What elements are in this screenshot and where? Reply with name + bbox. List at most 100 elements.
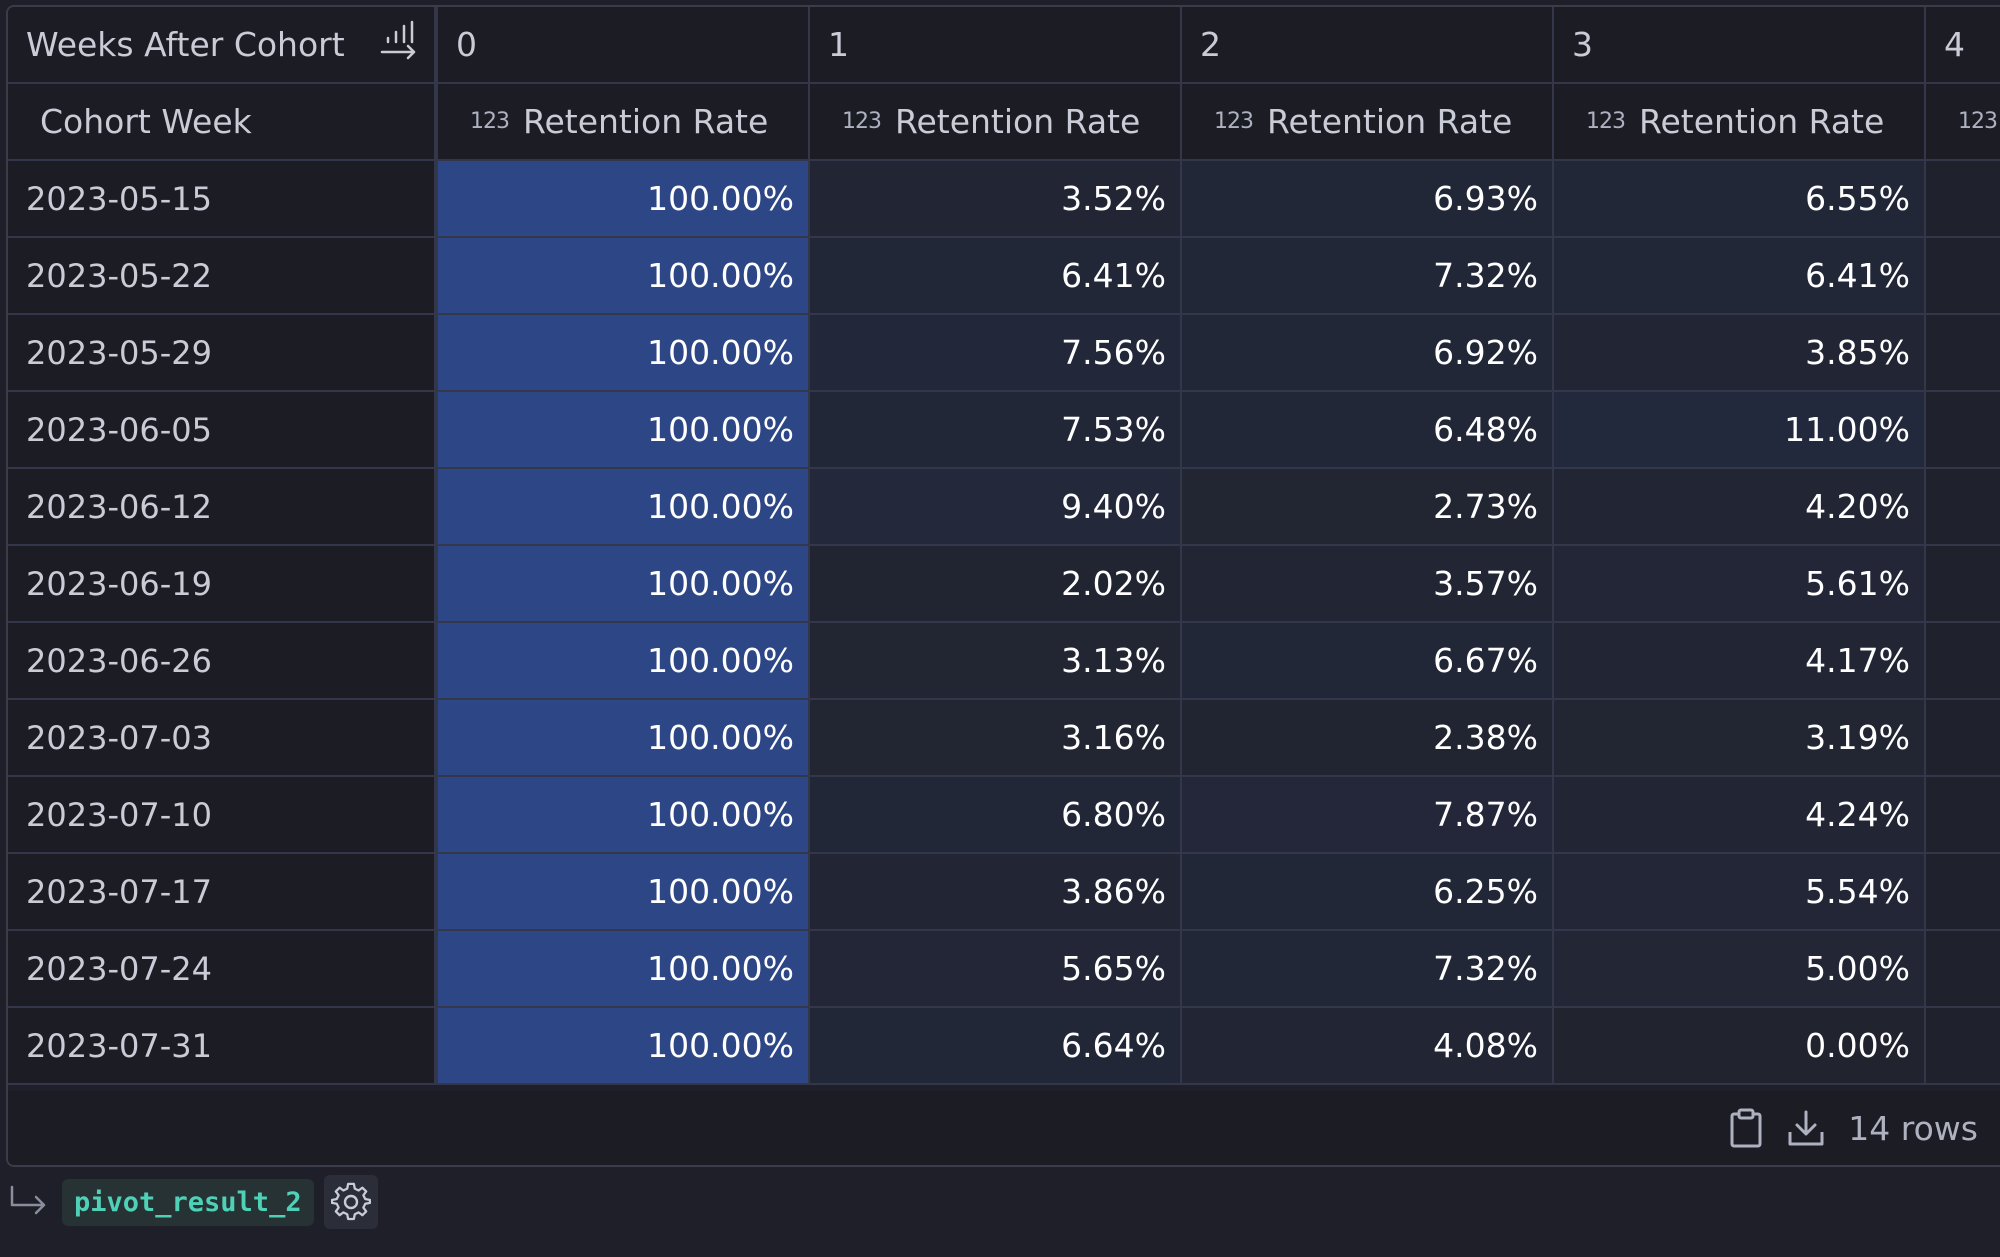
gear-icon (330, 1182, 371, 1221)
retention-cell[interactable]: 6.55% (1554, 161, 1926, 238)
retention-cell[interactable] (1926, 546, 2000, 623)
retention-cell[interactable]: 100.00% (438, 392, 810, 469)
pivot-column-header[interactable]: Weeks After Cohort (8, 7, 438, 84)
retention-cell[interactable]: 9.40% (810, 469, 1182, 546)
retention-cell[interactable] (1926, 931, 2000, 1008)
row-label-cohort: 2023-05-15 (8, 161, 438, 238)
retention-cell[interactable] (1926, 700, 2000, 777)
retention-cell[interactable]: 5.65% (810, 931, 1182, 1008)
retention-cell[interactable]: 6.48% (1182, 392, 1554, 469)
retention-cell[interactable]: 7.56% (810, 315, 1182, 392)
download-icon[interactable] (1786, 1108, 1826, 1148)
retention-cell[interactable]: 100.00% (438, 546, 810, 623)
retention-cell[interactable]: 100.00% (438, 931, 810, 1008)
retention-cell[interactable] (1926, 1008, 2000, 1085)
retention-cell[interactable]: 4.20% (1554, 469, 1926, 546)
measure-header-3[interactable]: 123 Retention Rate (1554, 84, 1926, 161)
table-footer: 14 rows (8, 1091, 2000, 1165)
retention-cell[interactable]: 100.00% (438, 315, 810, 392)
row-label-cohort: 2023-06-26 (8, 623, 438, 700)
pivot-table: Weeks After Cohort 0 1 2 3 4 Cohort Week 123 Ret… (8, 7, 2000, 1085)
retention-cell[interactable] (1926, 238, 2000, 315)
column-header-4[interactable]: 4 (1926, 7, 2000, 84)
retention-cell[interactable]: 5.54% (1554, 854, 1926, 931)
retention-cell[interactable] (1926, 161, 2000, 238)
retention-cell[interactable]: 3.16% (810, 700, 1182, 777)
retention-cell[interactable]: 3.86% (810, 854, 1182, 931)
row-label-cohort: 2023-07-10 (8, 777, 438, 854)
retention-cell[interactable]: 100.00% (438, 777, 810, 854)
retention-cell[interactable]: 100.00% (438, 161, 810, 238)
retention-cell[interactable]: 6.41% (1554, 238, 1926, 315)
retention-cell[interactable]: 5.61% (1554, 546, 1926, 623)
retention-cell[interactable]: 7.32% (1182, 931, 1554, 1008)
row-label-cohort: 2023-06-19 (8, 546, 438, 623)
measure-label: Retention Rate (1639, 102, 1885, 141)
retention-cell[interactable]: 3.19% (1554, 700, 1926, 777)
numeric-type-icon: 123 (470, 109, 510, 134)
retention-cell[interactable]: 4.08% (1182, 1008, 1554, 1085)
retention-cell[interactable]: 6.64% (810, 1008, 1182, 1085)
retention-cell[interactable]: 2.38% (1182, 700, 1554, 777)
numeric-type-icon: 123 (1586, 109, 1626, 134)
retention-cell[interactable]: 7.53% (810, 392, 1182, 469)
retention-cell[interactable]: 11.00% (1554, 392, 1926, 469)
settings-button[interactable] (323, 1175, 378, 1229)
retention-cell[interactable]: 100.00% (438, 238, 810, 315)
retention-cell[interactable]: 0.00% (1554, 1008, 1926, 1085)
row-label-cohort: 2023-07-17 (8, 854, 438, 931)
output-bar: pivot_result_2 (8, 1174, 378, 1230)
retention-cell[interactable]: 2.73% (1182, 469, 1554, 546)
row-label-cohort: 2023-06-05 (8, 392, 438, 469)
retention-cell[interactable] (1926, 392, 2000, 469)
pivot-sort-icon[interactable] (380, 20, 420, 70)
retention-cell[interactable]: 7.32% (1182, 238, 1554, 315)
retention-cell[interactable]: 3.85% (1554, 315, 1926, 392)
output-variable-name[interactable]: pivot_result_2 (62, 1178, 314, 1226)
retention-cell[interactable]: 6.92% (1182, 315, 1554, 392)
clipboard-icon[interactable] (1728, 1108, 1764, 1148)
column-header-3[interactable]: 3 (1554, 7, 1926, 84)
retention-cell[interactable]: 6.25% (1182, 854, 1554, 931)
column-header-1[interactable]: 1 (810, 7, 1182, 84)
pivot-column-header-label: Weeks After Cohort (26, 25, 345, 64)
retention-cell[interactable]: 5.00% (1554, 931, 1926, 1008)
retention-cell[interactable]: 2.02% (810, 546, 1182, 623)
retention-cell[interactable]: 100.00% (438, 700, 810, 777)
retention-cell[interactable] (1926, 777, 2000, 854)
measure-header-1[interactable]: 123 Retention Rate (810, 84, 1182, 161)
retention-cell[interactable] (1926, 623, 2000, 700)
pivot-table-panel: Weeks After Cohort 0 1 2 3 4 Cohort Week 123 Ret… (6, 5, 2000, 1167)
row-label-cohort: 2023-05-22 (8, 238, 438, 315)
retention-cell[interactable]: 100.00% (438, 469, 810, 546)
measure-header-2[interactable]: 123 Retention Rate (1182, 84, 1554, 161)
retention-cell[interactable] (1926, 469, 2000, 546)
retention-cell[interactable]: 3.13% (810, 623, 1182, 700)
row-count: 14 rows (1848, 1108, 1978, 1148)
measure-header-0[interactable]: 123 Retention Rate (438, 84, 810, 161)
retention-cell[interactable]: 100.00% (438, 623, 810, 700)
retention-cell[interactable] (1926, 315, 2000, 392)
retention-cell[interactable]: 7.87% (1182, 777, 1554, 854)
column-header-2[interactable]: 2 (1182, 7, 1554, 84)
retention-cell[interactable]: 6.80% (810, 777, 1182, 854)
retention-cell[interactable]: 6.93% (1182, 161, 1554, 238)
return-arrow-icon (8, 1183, 50, 1221)
retention-cell[interactable]: 100.00% (438, 854, 810, 931)
column-header-0[interactable]: 0 (438, 7, 810, 84)
row-label-cohort: 2023-07-03 (8, 700, 438, 777)
retention-cell[interactable]: 4.24% (1554, 777, 1926, 854)
row-header-cohort-week[interactable]: Cohort Week (8, 84, 438, 161)
measure-label: Retention Rate (895, 102, 1141, 141)
retention-cell[interactable]: 3.57% (1182, 546, 1554, 623)
retention-cell[interactable]: 6.67% (1182, 623, 1554, 700)
retention-cell[interactable]: 3.52% (810, 161, 1182, 238)
retention-cell[interactable] (1926, 854, 2000, 931)
row-label-cohort: 2023-05-29 (8, 315, 438, 392)
retention-cell[interactable]: 100.00% (438, 1008, 810, 1085)
row-label-cohort: 2023-06-12 (8, 469, 438, 546)
numeric-type-icon: 123 (842, 109, 882, 134)
retention-cell[interactable]: 4.17% (1554, 623, 1926, 700)
retention-cell[interactable]: 6.41% (810, 238, 1182, 315)
